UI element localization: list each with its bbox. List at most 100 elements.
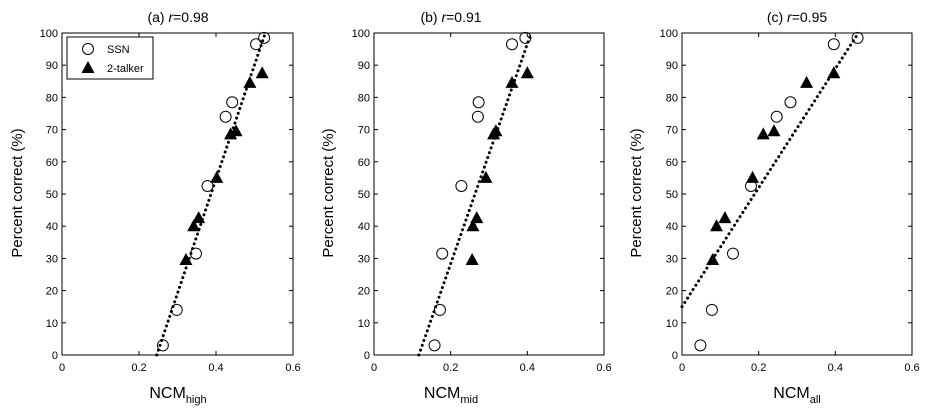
panel-a-ssn-point [258, 31, 271, 44]
panel-c-2-talker-point [706, 253, 720, 266]
panel-b-x-tick-label: 0.6 [596, 362, 611, 374]
panel-c-fit-line [680, 31, 860, 309]
legend-2-talker-label: 2-talker [107, 63, 144, 75]
panel-c-y-tick-label: 20 [666, 286, 678, 298]
panel-b-y-tick-label: 40 [358, 221, 370, 233]
panel-b-y-tick-label: 80 [358, 92, 370, 104]
panel-a-x-tick-label: 0.4 [208, 362, 223, 374]
panel-a-2-talker-point [255, 66, 269, 79]
panel-a-y-tick-label: 70 [46, 125, 58, 137]
panel-a-ssn-point [219, 110, 232, 123]
panel-b-y-tick-label: 20 [358, 286, 370, 298]
panel-c-y-tick-label: 60 [666, 157, 678, 169]
panel-a-plot-area [61, 32, 294, 356]
panel-a-x-axis-label: NCMhigh [149, 385, 206, 406]
panel-a-x-tick-label: 0 [59, 362, 65, 374]
panel-c-ssn-point [770, 110, 783, 123]
panel-a-y-tick-label: 40 [46, 221, 58, 233]
panel-c-ssn-point [726, 247, 739, 260]
panel-c-x-tick-label: 0.6 [904, 362, 919, 374]
panel-c-2-talker-point [767, 124, 781, 137]
panel-b-2-talker-point [505, 75, 519, 88]
panel-c-ssn-point [694, 339, 707, 352]
panel-c-y-tick-label: 90 [666, 60, 678, 72]
panel-b-y-tick-label: 60 [358, 157, 370, 169]
panel-a-ssn-point [170, 303, 183, 316]
panel-a-2-talker-point [179, 253, 193, 266]
panel-a-2-talker-point [224, 127, 238, 140]
legend-2-talker-marker [81, 61, 95, 73]
panel-b-ssn-point [506, 38, 518, 51]
panel-a-y-tick-label: 10 [46, 318, 58, 330]
panel-c-y-axis-label: Percent correct (%) [628, 128, 645, 257]
panel-a-title: (a) r=0.98 [147, 9, 208, 25]
panel-a-y-axis-label: Percent correct (%) [9, 128, 26, 257]
panel-a: (a) r=0.98 Percent correct (%) NCMhigh 0… [9, 9, 301, 406]
panel-b-title: (b) r=0.91 [420, 9, 481, 25]
panel-a-y-tick-label: 20 [46, 286, 58, 298]
panel-a-2-talker-point [243, 75, 257, 88]
panel-c-y-tick-label: 30 [666, 253, 678, 265]
panel-c-y-tick-label: 10 [666, 318, 678, 330]
legend-box [66, 36, 154, 80]
panel-c-y-tick-label: 40 [666, 221, 678, 233]
panel-a-2-talker-point [210, 170, 224, 183]
panel-c-ssn-point [705, 303, 718, 316]
panel-c-y-tick-label: 50 [666, 189, 678, 201]
panel-c-x-tick-label: 0.4 [828, 362, 843, 374]
panel-c-2-talker-point [827, 66, 841, 79]
panel-b-y-tick-label: 90 [358, 60, 370, 72]
panel-a-y-tick-label: 30 [46, 253, 58, 265]
panel-c-2-talker-point [756, 127, 770, 140]
panel-b-2-talker-point [465, 253, 479, 266]
panel-b-y-tick-label: 30 [358, 253, 370, 265]
panel-a-ssn-point [156, 339, 169, 352]
panel-b-y-tick-label: 10 [358, 318, 370, 330]
panel-c-2-talker-point [800, 75, 814, 88]
panel-b-ssn-point [472, 96, 485, 109]
panel-b-y-tick-label: 100 [352, 28, 370, 40]
panel-b-2-talker-point [479, 170, 493, 183]
panel-a-x-tick-label: 0.6 [285, 362, 300, 374]
panel-a-ssn-point [189, 247, 202, 260]
panel-b-y-tick-label: 70 [358, 125, 370, 137]
panel-b-x-tick-label: 0.4 [520, 362, 535, 374]
panel-a-y-tick-label: 50 [46, 189, 58, 201]
panel-b-ssn-point [433, 303, 446, 316]
panel-b-y-tick-label: 50 [358, 189, 370, 201]
panel-a-2-talker-point [229, 124, 243, 137]
panel-b-ssn-point [519, 31, 532, 44]
panel-b-y-axis-label: Percent correct (%) [320, 128, 337, 257]
panel-c-y-tick-label: 80 [666, 92, 678, 104]
legend-ssn-label: SSN [107, 44, 130, 56]
panel-b-2-talker-point [466, 219, 480, 232]
panel-c-x-tick-label: 0 [679, 362, 685, 374]
panel-a-x-tick-label: 0.2 [131, 362, 146, 374]
panel-c-x-tick-label: 0.2 [751, 362, 766, 374]
panel-a-y-tick-label: 90 [46, 60, 58, 72]
legend: SSN 2-talker [66, 36, 154, 80]
panel-c-2-talker-point [746, 170, 760, 183]
panel-c-2-talker-point [718, 211, 732, 224]
panel-c-2-talker-point [710, 219, 723, 232]
panel-a-ssn-point [201, 179, 214, 192]
panel-b-x-axis-label: NCMmid [424, 385, 478, 406]
panel-a-fit-line [155, 31, 267, 357]
panel-a-ssn-point [250, 38, 263, 51]
panel-b-x-tick-label: 0 [371, 362, 377, 374]
panel-b-ssn-point [471, 110, 484, 123]
panel-c-ssn-point [851, 31, 864, 44]
panel-a-2-talker-point [187, 219, 201, 232]
panel-b-ssn-point [455, 179, 468, 192]
panel-a-y-tick-label: 60 [46, 157, 58, 169]
panel-c-y-tick-label: 0 [672, 350, 678, 362]
panel-c-y-tick-label: 70 [666, 125, 678, 137]
panel-b-y-tick-label: 0 [364, 350, 370, 362]
panel-c-x-axis-label: NCMall [773, 385, 820, 406]
panel-c-ssn-point [827, 38, 840, 51]
panel-c-ssn-point [784, 96, 797, 109]
panel-b-x-tick-label: 0.2 [443, 362, 458, 374]
panel-c-title: (c) r=0.95 [767, 9, 828, 25]
